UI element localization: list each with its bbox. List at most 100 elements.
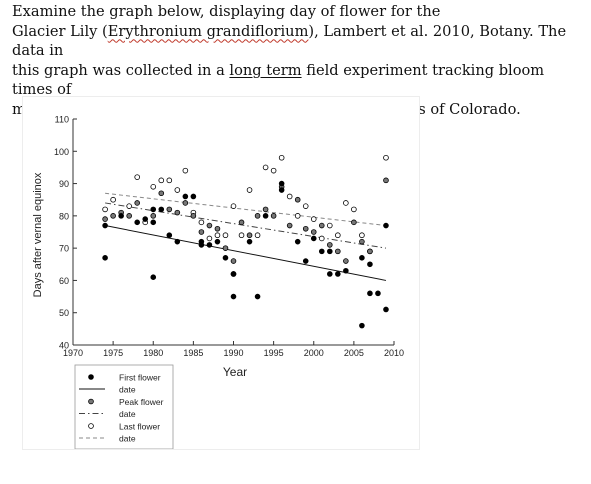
first-flower-point	[278, 180, 285, 187]
peak-flower-point	[150, 213, 157, 219]
peak-flower-point	[367, 248, 373, 255]
first-flower-point	[367, 290, 373, 297]
legend-label-cont: date	[119, 385, 136, 395]
last-flower-point	[110, 196, 116, 203]
peak-flower-point	[182, 200, 189, 206]
peak-flower-point	[238, 219, 245, 226]
first-flower-point	[326, 248, 333, 255]
axes: 40 50 60 70 80 90 100 110 1970 1975 1980 1985 1990 19…	[54, 115, 404, 359]
first-flower-point	[375, 290, 381, 297]
first-flower-point	[142, 216, 149, 222]
x-tick-label: 1980	[143, 348, 163, 358]
first-flower-point	[150, 206, 157, 213]
last-flower-point	[359, 232, 365, 239]
y-tick-label: 100	[54, 147, 69, 157]
first-flower-point	[343, 267, 349, 274]
peak-flower-point	[246, 232, 253, 239]
x-tick-label: 1985	[183, 348, 203, 358]
last-flower-point	[335, 232, 341, 239]
last-flower-point	[246, 187, 253, 193]
peak-flower-point	[158, 190, 165, 197]
first-flower-point	[278, 187, 285, 193]
last-flower-point	[310, 216, 317, 222]
y-tick-label: 40	[59, 341, 69, 351]
last-flower-point	[318, 235, 325, 242]
first-flower-point	[118, 213, 124, 219]
first-flower-point	[230, 271, 237, 277]
scatter-chart: 40 50 60 70 80 90 100 110 1970 1975 1980 1985 1990 19…	[32, 115, 404, 450]
last-flower-point	[126, 203, 132, 209]
y-tick-label: 90	[59, 179, 69, 189]
last-flower-point	[182, 167, 189, 174]
peak-flower-point	[174, 209, 181, 216]
x-tick-label: 1975	[103, 348, 123, 358]
peak-flower-point	[302, 225, 309, 232]
first-flower-point	[158, 206, 165, 213]
last-flower-point	[206, 235, 213, 242]
peak-flower-point	[102, 216, 108, 222]
trendlines	[105, 192, 387, 281]
first-flower-point	[310, 235, 317, 242]
peak-flower-point	[222, 245, 229, 251]
y-tick-label: 110	[55, 115, 69, 125]
last-flower-point	[102, 206, 108, 213]
peak-flower-point	[110, 213, 116, 219]
first-flower-point	[318, 248, 325, 255]
question-line-2-pre: Glacier Lily (	[12, 22, 108, 40]
first-flower-point	[302, 258, 309, 264]
first-flower-point	[214, 238, 221, 245]
peak-flower-point	[335, 248, 341, 255]
first-flower-point	[150, 274, 157, 281]
first-flower-point	[206, 242, 213, 248]
legend-label-cont: date	[119, 434, 136, 444]
question-line-3: this graph was collected in a long term …	[12, 61, 587, 100]
first-flower-point	[326, 271, 333, 277]
first-flower-point	[383, 222, 389, 229]
species-name: Erythronium grandiflorium	[107, 22, 309, 40]
first-flower-point	[102, 255, 108, 261]
x-tick-label: 2010	[384, 348, 404, 358]
y-tick-label: 80	[59, 211, 69, 221]
last-flower-point	[262, 164, 269, 171]
first-flower-point	[359, 255, 365, 261]
peak-flower-point	[270, 213, 277, 219]
last-flower-point	[174, 187, 181, 193]
x-tick-label: 1970	[63, 348, 83, 358]
peak-flower-point	[318, 222, 325, 229]
question-line-1: Examine the graph below, displaying day …	[12, 3, 441, 20]
last-flower-point	[150, 184, 157, 190]
first-flower-point	[335, 271, 341, 277]
last-flower-point	[383, 154, 389, 161]
chart-figure: 40 50 60 70 80 90 100 110 1970 1975 1980 1985 1990 19…	[22, 96, 420, 450]
last-flower-point	[302, 203, 309, 209]
question-line-3-pre: this graph was collected in a	[12, 61, 230, 79]
trendline	[105, 225, 387, 281]
first-flower-point	[190, 193, 197, 200]
peak-flower-point	[286, 222, 293, 229]
peak-flower-point	[294, 196, 301, 203]
question-line-2-post: ), Lambert et al. 2010, Botany. The data…	[12, 22, 567, 60]
first-flower-point	[262, 213, 269, 219]
first-flower-point	[294, 238, 301, 245]
question-line-2: Glacier Lily (Erythronium grandiflorium)…	[12, 22, 587, 61]
last-flower-point	[286, 193, 293, 200]
peak-flower-point	[359, 238, 365, 245]
peak-flower-point	[254, 213, 261, 219]
first-flower-point	[246, 238, 253, 245]
first-flower-point	[367, 261, 373, 268]
y-tick-label: 50	[59, 308, 69, 318]
legend: First flower date Peak flower date Last flow…	[74, 364, 174, 450]
peak-flower-point	[134, 200, 140, 206]
last-flower-point	[270, 167, 277, 174]
last-flower-point	[198, 219, 205, 226]
x-tick-label: 1990	[223, 348, 243, 358]
data-points	[102, 154, 389, 329]
first-flower-point	[166, 232, 173, 239]
legend-label: First flower	[119, 373, 161, 383]
y-tick-label: 60	[59, 276, 69, 286]
first-flower-point	[174, 238, 181, 245]
y-axis-label: Days after vernal equinox	[32, 172, 44, 297]
last-flower-point	[166, 177, 173, 184]
legend-marker	[88, 423, 94, 429]
peak-flower-point	[198, 229, 205, 235]
